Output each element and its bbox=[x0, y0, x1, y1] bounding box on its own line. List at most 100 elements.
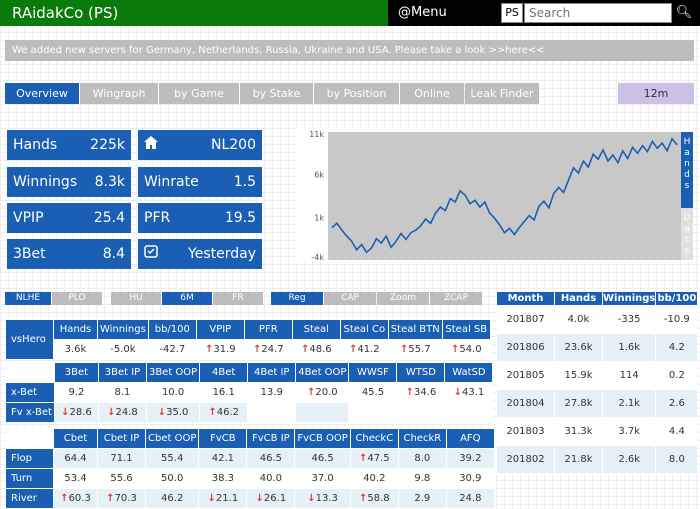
table-row[interactable]: 201807 4.0k -335 -10.9 bbox=[496, 305, 699, 334]
tab-by-position[interactable]: by Position bbox=[314, 83, 399, 104]
table-cell: 37.0 bbox=[294, 468, 351, 489]
cell-value: 24.7 bbox=[261, 344, 284, 355]
table-cell: ↑70.3 bbox=[97, 488, 146, 509]
cell-value: 54.0 bbox=[459, 344, 482, 355]
table-cell: 21.8k bbox=[554, 445, 603, 474]
table-cell: 2.1k bbox=[601, 389, 657, 418]
table-cell: ↑34.6 bbox=[396, 382, 446, 403]
stat-value: 19.5 bbox=[224, 210, 256, 226]
table-row[interactable]: 201803 31.3k 3.7k 4.4 bbox=[496, 417, 699, 446]
chart-tab-date[interactable] bbox=[681, 208, 693, 260]
table-cell: 8.0 bbox=[655, 445, 699, 474]
table-cell: -5.0k bbox=[97, 339, 149, 360]
filter-6m[interactable]: 6M bbox=[162, 292, 212, 305]
filter-zoom[interactable]: Zoom bbox=[377, 292, 429, 305]
stat-label: 3Bet bbox=[13, 246, 46, 262]
stat-value: 225k bbox=[90, 137, 125, 153]
table-cell: ↑20.0 bbox=[295, 382, 350, 403]
stat-winrate: Winrate 1.5 bbox=[138, 167, 262, 197]
table-cell: 4.4 bbox=[655, 417, 699, 446]
column-header: Cbet IP bbox=[97, 428, 146, 449]
table-cell: ↓24.8 bbox=[97, 402, 147, 423]
column-header: CheckR bbox=[397, 428, 447, 449]
filter-cap[interactable]: CAP bbox=[324, 292, 376, 305]
arrow-down-icon: ↓ bbox=[157, 407, 167, 418]
notice-banner[interactable]: We added new servers for Germany, Nether… bbox=[5, 40, 694, 61]
tab-leak-finder[interactable]: Leak Finder bbox=[465, 83, 539, 104]
table-cell: 4.2 bbox=[655, 333, 699, 362]
stat-value: 25.4 bbox=[93, 210, 125, 226]
table-cell: 114 bbox=[601, 361, 657, 390]
arrow-up-icon: ↑ bbox=[300, 344, 310, 355]
column-header: PFR bbox=[243, 319, 293, 340]
stat-last-seen: Yesterday bbox=[138, 239, 262, 269]
y-axis-margin bbox=[296, 128, 328, 262]
cell-value: 48.6 bbox=[309, 344, 332, 355]
cell-value: 70.3 bbox=[114, 493, 137, 504]
row-header-xbet: x-Bet bbox=[5, 382, 55, 403]
column-header: Hands bbox=[53, 319, 98, 340]
filter-game: NLHE PLO bbox=[5, 292, 103, 305]
stat-label: Hands bbox=[13, 137, 58, 153]
table-cell: 4.0k bbox=[554, 305, 603, 334]
cell-value: 31.9 bbox=[213, 344, 236, 355]
column-header: FvCB OOP bbox=[294, 428, 351, 449]
filter-reg[interactable]: Reg bbox=[271, 292, 323, 305]
table-cell: 3.7k bbox=[601, 417, 657, 446]
table-row[interactable]: 201806 23.6k 1.6k 4.2 bbox=[496, 333, 699, 362]
chart-tab-hands[interactable] bbox=[681, 132, 693, 208]
column-header: Steal Co bbox=[339, 319, 389, 340]
tab-online[interactable]: Online bbox=[400, 83, 464, 104]
arrow-down-icon: ↓ bbox=[207, 493, 216, 504]
column-header: Cbet bbox=[53, 428, 98, 449]
period-selector[interactable]: 12m bbox=[618, 83, 694, 104]
filter-zcap[interactable]: ZCAP bbox=[430, 292, 482, 305]
stat-label: Winnings bbox=[13, 174, 78, 190]
arrow-up-icon: ↑ bbox=[60, 493, 69, 504]
table-row[interactable]: 201804 27.8k 2.1k 2.6 bbox=[496, 389, 699, 418]
tab-overview[interactable]: Overview bbox=[5, 83, 79, 104]
tab-by-stake[interactable]: by Stake bbox=[240, 83, 313, 104]
column-header: 3Bet IP bbox=[97, 362, 147, 383]
main-tabs: Overview Wingraph by Game by Stake by Po… bbox=[5, 83, 694, 104]
postflop-table: Cbet Cbet IP Cbet OOP FvCB FvCB IP FvCB … bbox=[5, 428, 495, 509]
cell-value: 34.6 bbox=[414, 387, 437, 398]
tab-wingraph[interactable]: Wingraph bbox=[80, 83, 158, 104]
table-row[interactable]: 201805 15.9k 114 0.2 bbox=[496, 361, 699, 390]
column-header: AFQ bbox=[445, 428, 495, 449]
table-cell: 9.8 bbox=[397, 468, 447, 489]
stat-vpip: VPIP 25.4 bbox=[7, 203, 131, 233]
cell-value: 41.2 bbox=[357, 344, 380, 355]
table-cell: 30.9 bbox=[445, 468, 495, 489]
arrow-down-icon: ↓ bbox=[255, 493, 264, 504]
filter-table-size: HU 6M FR bbox=[111, 292, 264, 305]
filter-hu[interactable]: HU bbox=[111, 292, 161, 305]
search-input[interactable] bbox=[524, 3, 672, 23]
column-header: VPIP bbox=[195, 319, 245, 340]
stat-label: PFR bbox=[144, 210, 171, 226]
menu-link[interactable]: @Menu bbox=[398, 5, 447, 20]
arrow-down-icon: ↓ bbox=[61, 407, 70, 418]
table-cell: ↑55.7 bbox=[387, 339, 443, 360]
calendar-icon bbox=[144, 239, 158, 269]
cell-value: 55.7 bbox=[408, 344, 431, 355]
stat-value: 8.3k bbox=[94, 174, 125, 190]
table-cell: ↓21.1 bbox=[198, 488, 248, 509]
column-header: WWSF bbox=[348, 362, 398, 383]
filter-fr[interactable]: FR bbox=[213, 292, 263, 305]
cell-value: 35.0 bbox=[166, 407, 189, 418]
cell-value: 13.3 bbox=[315, 493, 338, 504]
filter-nlhe[interactable]: NLHE bbox=[5, 292, 51, 305]
tab-by-game[interactable]: by Game bbox=[159, 83, 239, 104]
column-header: Steal SB bbox=[441, 319, 491, 340]
stat-value: NL200 bbox=[211, 137, 256, 153]
filter-plo[interactable]: PLO bbox=[52, 292, 102, 305]
search-icon[interactable]: 🔍︎ bbox=[673, 3, 695, 23]
site-selector[interactable]: PS bbox=[501, 3, 523, 23]
stat-value: 8.4 bbox=[102, 246, 125, 262]
table-row[interactable]: 201802 21.8k 2.6k 8.0 bbox=[496, 445, 699, 474]
table-cell: 55.6 bbox=[97, 468, 146, 489]
